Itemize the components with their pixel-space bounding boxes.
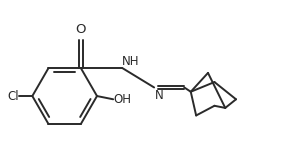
- Text: NH: NH: [122, 54, 140, 67]
- Text: N: N: [155, 89, 163, 102]
- Text: Cl: Cl: [7, 89, 19, 103]
- Text: O: O: [76, 23, 86, 36]
- Text: OH: OH: [114, 93, 132, 106]
